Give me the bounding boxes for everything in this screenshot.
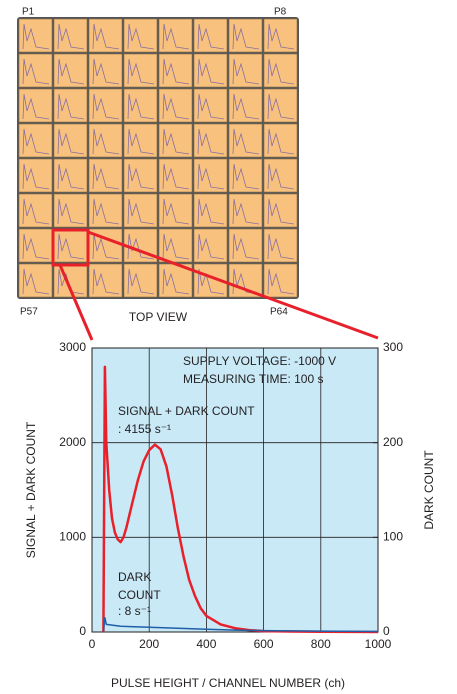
corner-label: P1 bbox=[22, 7, 35, 18]
corner-label: P64 bbox=[270, 307, 288, 318]
cell bbox=[194, 89, 227, 122]
cell bbox=[194, 194, 227, 227]
annotation: MEASURING TIME: 100 s bbox=[183, 372, 323, 386]
cell bbox=[229, 194, 262, 227]
cell bbox=[159, 54, 192, 87]
cell bbox=[124, 159, 157, 192]
y-tick-label: 2000 bbox=[59, 435, 86, 449]
y2-tick-label: 0 bbox=[383, 624, 390, 638]
annotation: SUPPLY VOLTAGE: -1000 V bbox=[183, 354, 336, 368]
cell bbox=[19, 229, 52, 262]
figure: P1 P8 P57 P64 TOP VIEW SUPPLY VOLTAGE: -… bbox=[0, 0, 457, 694]
cell bbox=[264, 54, 297, 87]
y-tick-label: 3000 bbox=[59, 340, 86, 354]
y-axis-label: SIGNAL + DARK COUNT bbox=[24, 421, 38, 558]
cell bbox=[159, 159, 192, 192]
cell bbox=[19, 194, 52, 227]
cell bbox=[264, 89, 297, 122]
cell bbox=[159, 124, 192, 157]
cell bbox=[229, 264, 262, 297]
annotation: : 8 s⁻¹ bbox=[118, 604, 151, 618]
x-axis-label: PULSE HEIGHT / CHANNEL NUMBER (ch) bbox=[111, 676, 345, 690]
cell bbox=[54, 89, 87, 122]
cell bbox=[194, 124, 227, 157]
cell bbox=[89, 54, 122, 87]
cell bbox=[229, 19, 262, 52]
cell bbox=[264, 124, 297, 157]
cell bbox=[264, 229, 297, 262]
y2-axis-label: DARK COUNT bbox=[422, 450, 436, 530]
cell bbox=[124, 264, 157, 297]
cell bbox=[54, 19, 87, 52]
x-tick-label: 1000 bbox=[365, 637, 392, 651]
x-tick-label: 0 bbox=[89, 637, 96, 651]
cell bbox=[124, 54, 157, 87]
cell bbox=[89, 19, 122, 52]
cell bbox=[264, 159, 297, 192]
cell bbox=[264, 264, 297, 297]
y2-tick-label: 300 bbox=[383, 340, 403, 354]
cell bbox=[124, 124, 157, 157]
cell bbox=[194, 159, 227, 192]
top-view-title: TOP VIEW bbox=[129, 310, 188, 324]
y2-tick-label: 100 bbox=[383, 530, 403, 544]
annotation: : 4155 s⁻¹ bbox=[118, 422, 171, 436]
cell bbox=[19, 159, 52, 192]
cell bbox=[19, 54, 52, 87]
cell bbox=[194, 54, 227, 87]
corner-label: P57 bbox=[20, 307, 38, 318]
cell bbox=[124, 89, 157, 122]
cell bbox=[89, 264, 122, 297]
cell bbox=[194, 229, 227, 262]
cell bbox=[159, 89, 192, 122]
cell bbox=[19, 19, 52, 52]
cell bbox=[19, 124, 52, 157]
y-tick-label: 0 bbox=[79, 624, 86, 638]
cell bbox=[264, 19, 297, 52]
cell bbox=[19, 264, 52, 297]
cell bbox=[229, 54, 262, 87]
x-tick-label: 400 bbox=[196, 637, 216, 651]
annotation: DARK bbox=[118, 570, 151, 584]
cell bbox=[89, 89, 122, 122]
cell bbox=[89, 159, 122, 192]
cell bbox=[54, 194, 87, 227]
cell bbox=[54, 159, 87, 192]
y-tick-label: 1000 bbox=[59, 530, 86, 544]
cell bbox=[89, 124, 122, 157]
cell bbox=[229, 229, 262, 262]
cell bbox=[19, 89, 52, 122]
annotation: COUNT bbox=[118, 588, 161, 602]
cell bbox=[194, 19, 227, 52]
cell bbox=[229, 89, 262, 122]
cell bbox=[54, 229, 87, 262]
cell bbox=[264, 194, 297, 227]
cell bbox=[124, 19, 157, 52]
cell bbox=[159, 229, 192, 262]
cell bbox=[124, 194, 157, 227]
cell bbox=[89, 194, 122, 227]
x-tick-label: 600 bbox=[254, 637, 274, 651]
cell bbox=[54, 54, 87, 87]
corner-label: P8 bbox=[274, 7, 287, 18]
cell bbox=[229, 159, 262, 192]
cell bbox=[159, 19, 192, 52]
cell bbox=[229, 124, 262, 157]
y2-tick-label: 200 bbox=[383, 435, 403, 449]
cell bbox=[54, 124, 87, 157]
cell bbox=[159, 194, 192, 227]
x-tick-label: 200 bbox=[139, 637, 159, 651]
x-tick-label: 800 bbox=[311, 637, 331, 651]
annotation: SIGNAL + DARK COUNT bbox=[118, 404, 255, 418]
